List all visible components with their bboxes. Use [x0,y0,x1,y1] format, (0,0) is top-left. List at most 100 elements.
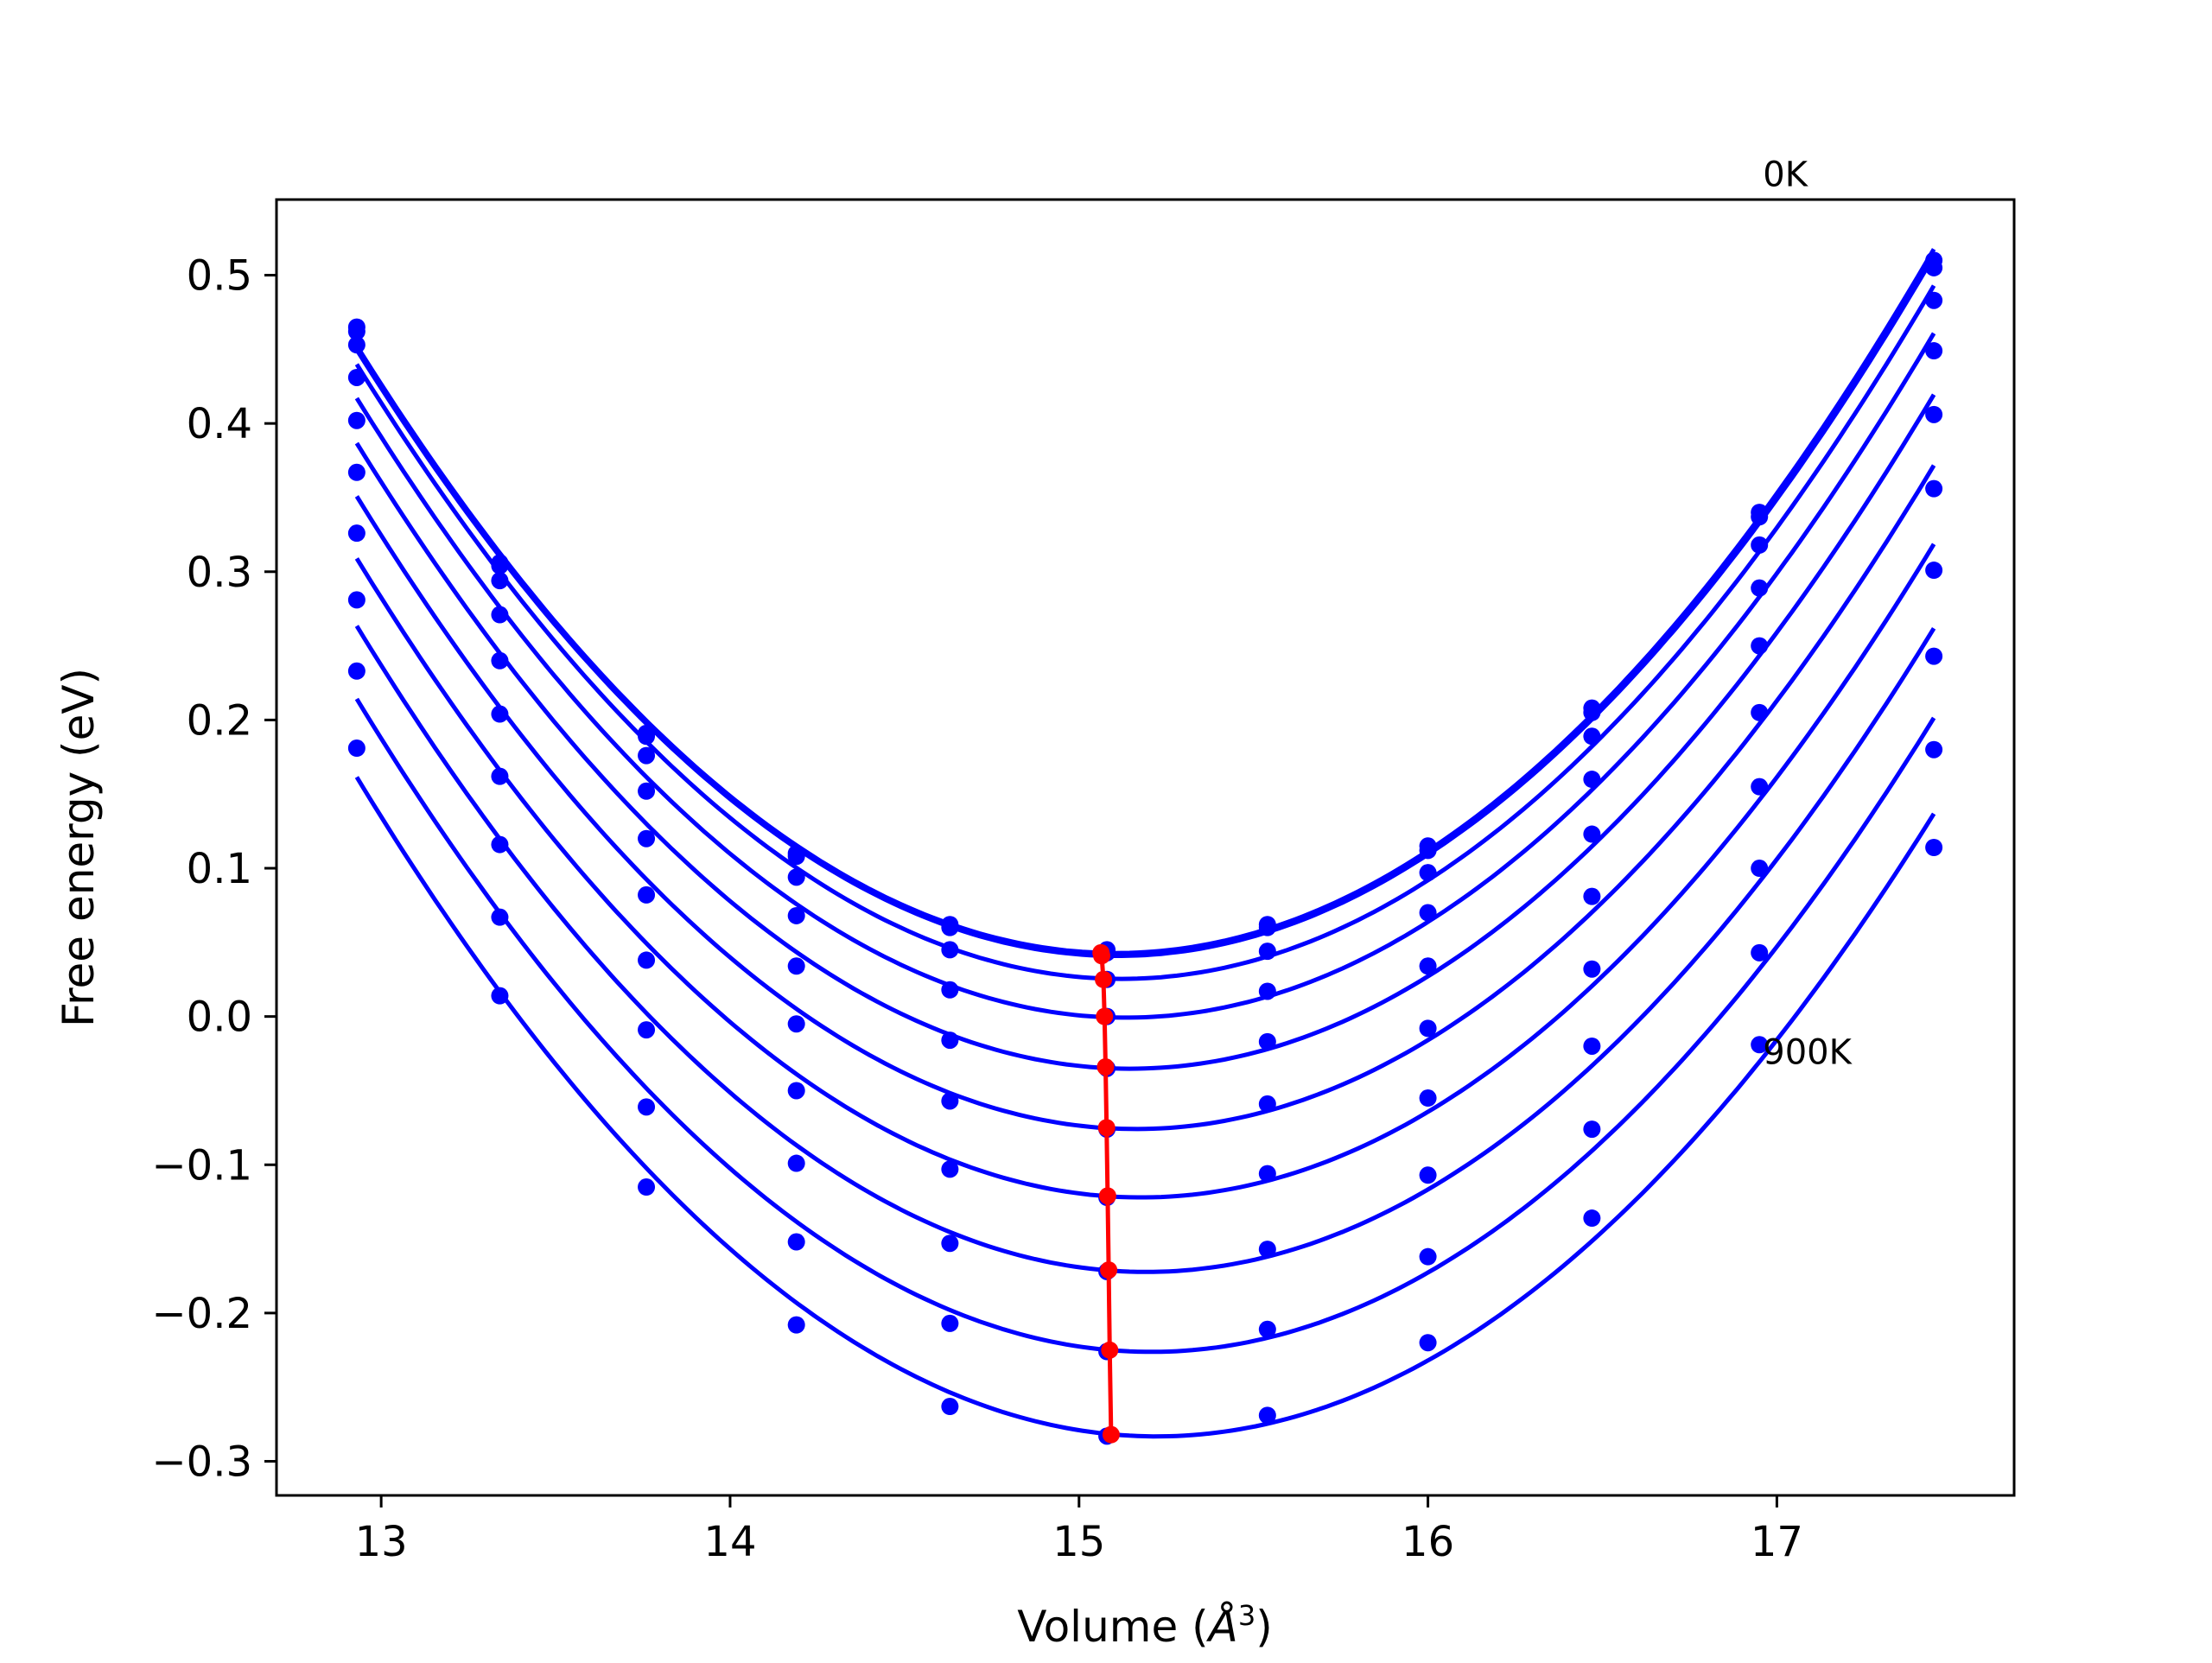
series-layer [347,248,1943,1445]
series-1-point-7 [1419,841,1437,860]
series-2-point-4 [941,941,959,959]
y-tick-label-2: −0.1 [151,1141,252,1190]
series-9-point-10 [1925,839,1943,856]
series-line-1 [354,255,1936,958]
series-5-point-2 [638,885,656,904]
series-6-point-7 [1419,1089,1437,1108]
series-5-point-0 [347,463,365,481]
series-4-point-7 [1419,957,1437,975]
y-tick-label-5: 0.2 [187,696,252,745]
series-8-point-4 [941,1314,959,1332]
series-3-point-9 [1751,579,1769,597]
series-6-point-6 [1258,1165,1276,1183]
series-2-point-8 [1583,727,1601,746]
series-9-point-3 [787,1316,805,1334]
y-tick-label-1: −0.2 [151,1290,252,1338]
series-9 [347,739,1943,1445]
series-5-point-1 [491,705,509,723]
series-5-point-7 [1419,1019,1437,1038]
series-7-point-1 [491,835,509,854]
series-5-point-10 [1925,479,1943,498]
minima-point-4 [1096,1058,1115,1076]
minima-layer [1092,943,1120,1444]
y-tick-label-8: 0.5 [187,252,252,301]
y-tick-label-0: −0.3 [151,1438,252,1487]
series-6-point-0 [347,524,365,543]
y-tick-label-7: 0.4 [187,400,252,448]
minima-point-3 [1096,1007,1114,1025]
series-2-point-0 [347,336,365,354]
x-axis-label: Volume (Å3) [1017,1599,1272,1652]
series-8-point-9 [1751,943,1769,962]
minima-point-8 [1101,1341,1119,1359]
minima-point-7 [1100,1261,1118,1279]
series-6-point-3 [787,1082,805,1100]
series-line-7 [354,625,1936,1274]
minima-point-9 [1102,1425,1120,1444]
x-tick-label-4: 17 [1751,1518,1803,1566]
series-2 [347,284,1943,988]
x-tick-label-2: 15 [1052,1518,1105,1566]
series-6-point-2 [638,951,656,969]
series-2-point-2 [638,746,656,765]
series-2-point-10 [1925,291,1943,309]
x-tick-label-3: 16 [1402,1518,1454,1566]
series-5-point-9 [1751,703,1769,721]
tick-layer: 13 14 15 16 17 −0.3 −0.2 −0.1 0.0 0.1 0.2 0.3 0.4 0.5 [151,252,1803,1566]
series-5-point-6 [1258,1095,1276,1113]
series-8-point-7 [1419,1247,1437,1266]
series-1-point-9 [1751,508,1769,526]
series-2-point-9 [1751,536,1769,554]
series-7 [347,591,1943,1280]
series-5-point-3 [787,1015,805,1033]
annotation-0k: 0K [1763,156,1808,195]
minima-point-5 [1097,1119,1116,1137]
minima-point-1 [1093,947,1111,965]
x-tick-label-0: 13 [355,1518,408,1566]
y-tick-label-6: 0.3 [187,549,252,597]
series-3-point-3 [787,906,805,924]
series-8-point-2 [638,1098,656,1116]
series-7-point-8 [1583,1037,1601,1055]
series-4-point-6 [1258,1032,1276,1050]
series-3-point-4 [941,981,959,999]
series-7-point-2 [638,1021,656,1039]
series-line-2 [354,284,1936,981]
series-5-point-4 [941,1092,959,1110]
series-7-point-7 [1419,1166,1437,1184]
series-8-point-10 [1925,740,1943,759]
series-1-point-8 [1583,703,1601,721]
series-4-point-8 [1583,825,1601,843]
series-5 [347,463,1943,1139]
series-6 [347,524,1943,1207]
series-4-point-9 [1751,637,1769,655]
series-line-4 [354,393,1936,1071]
series-line-0 [354,248,1936,955]
y-tick-label-4: 0.1 [187,845,252,893]
series-3-point-7 [1419,904,1437,922]
series-4-point-0 [347,411,365,429]
series-1-point-0 [347,322,365,340]
series-line-3 [354,332,1936,1020]
series-1-point-2 [638,727,656,746]
series-9-point-2 [638,1178,656,1196]
y-tick-label-3: 0.0 [187,993,252,1042]
series-6-point-10 [1925,562,1943,580]
series-1-point-3 [787,847,805,866]
series-6-point-1 [491,767,509,785]
y-axis-label: Free energy (eV) [54,668,104,1027]
series-3-point-8 [1583,771,1601,789]
series-4-point-2 [638,829,656,847]
plot-frame [275,198,2016,1497]
series-9-point-0 [347,739,365,758]
series-9-point-8 [1583,1209,1601,1228]
series-7-point-9 [1751,860,1769,878]
series-8-point-0 [347,662,365,680]
series-line-6 [354,543,1936,1200]
series-2-point-3 [787,868,805,886]
series-1-point-6 [1258,918,1276,936]
series-9-point-6 [1258,1406,1276,1425]
series-6-point-8 [1583,960,1601,978]
